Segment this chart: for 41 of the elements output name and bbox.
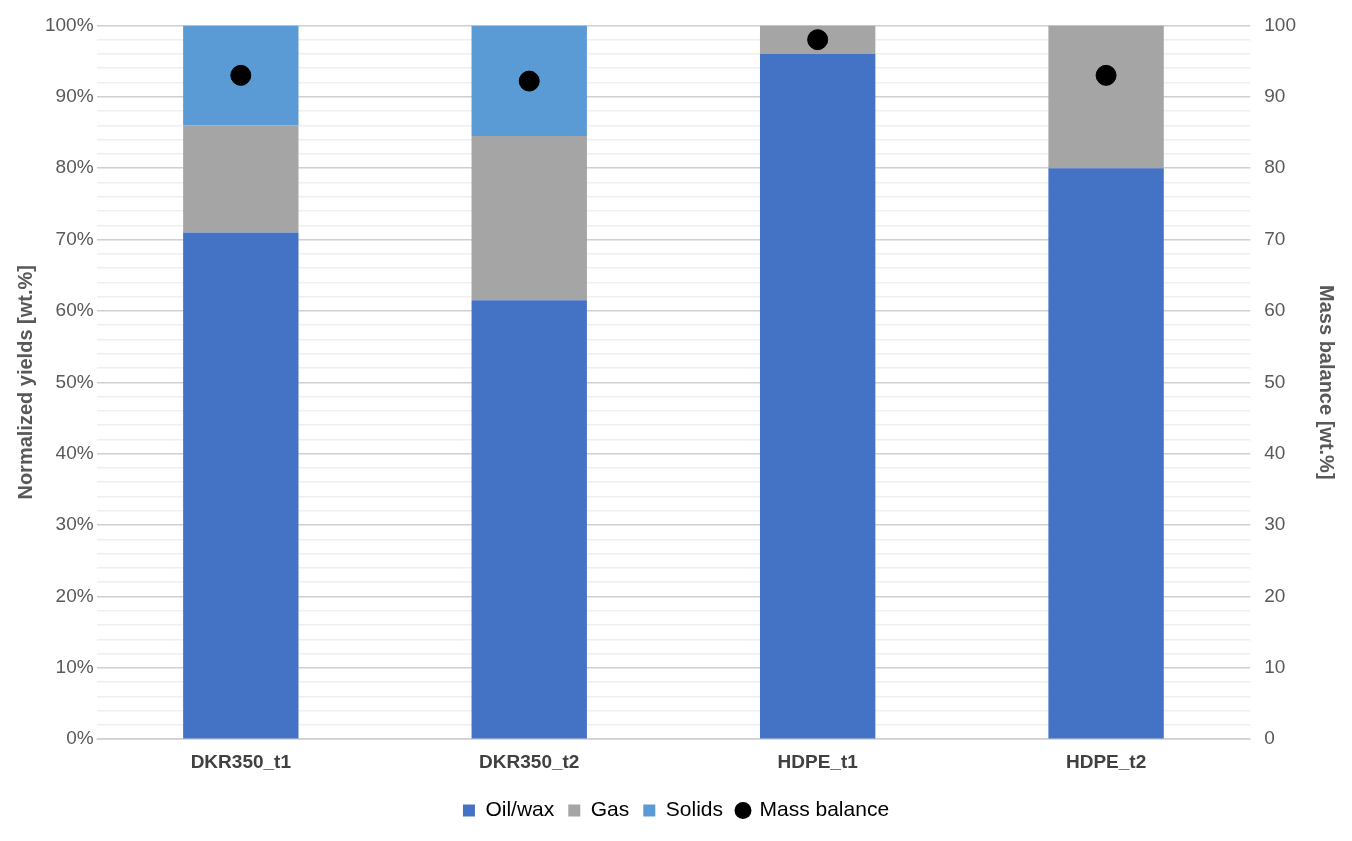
y-tick-label: 30% xyxy=(55,513,94,535)
x-tick-label: HDPE_t2 xyxy=(1065,750,1147,772)
y-tick-label: 0% xyxy=(66,727,94,749)
legend-label: Mass balance xyxy=(759,797,890,821)
x-tick-label: DKR350_t2 xyxy=(479,750,580,772)
y2-axis-title: Mass balance [wt.%] xyxy=(1316,285,1339,480)
legend-label: Oil/wax xyxy=(485,797,555,821)
y2-tick-label: 0 xyxy=(1264,727,1275,749)
y-tick-label: 70% xyxy=(55,227,94,249)
x-tick-label: DKR350_t1 xyxy=(190,750,292,772)
y2-tick-label: 70 xyxy=(1264,227,1286,249)
y2-tick-label: 10 xyxy=(1264,656,1286,678)
y-tick-label: 20% xyxy=(55,584,94,606)
legend-label: Solids xyxy=(665,797,723,821)
y2-tick-label: 60 xyxy=(1264,299,1286,321)
bar xyxy=(759,53,876,739)
y-tick-label: 10% xyxy=(55,656,94,678)
bar xyxy=(183,25,299,126)
bar xyxy=(183,232,299,739)
y2-tick-label: 90 xyxy=(1264,85,1286,107)
x-tick-label: HDPE_t1 xyxy=(777,750,859,772)
y-tick-label: 80% xyxy=(55,156,94,178)
y-tick-label: 60% xyxy=(55,299,94,321)
bar xyxy=(1048,25,1164,169)
y2-tick-label: 100 xyxy=(1264,13,1296,35)
y2-tick-label: 30 xyxy=(1264,513,1286,535)
y-tick-label: 90% xyxy=(55,85,94,107)
bar xyxy=(1048,168,1164,739)
bar xyxy=(471,300,587,739)
y2-tick-label: 40 xyxy=(1264,441,1286,463)
y2-tick-label: 20 xyxy=(1264,584,1286,606)
y-tick-label: 50% xyxy=(55,370,94,392)
y2-tick-label: 50 xyxy=(1264,370,1286,392)
bar xyxy=(183,125,299,233)
y-tick-label: 100% xyxy=(44,13,94,35)
y-axis-title: Normalized yields [wt.%] xyxy=(13,265,36,500)
bar xyxy=(471,136,587,301)
legend-label: Gas xyxy=(590,797,630,821)
y-tick-label: 40% xyxy=(55,441,94,463)
y2-tick-label: 80 xyxy=(1264,156,1286,178)
bar xyxy=(471,25,587,137)
